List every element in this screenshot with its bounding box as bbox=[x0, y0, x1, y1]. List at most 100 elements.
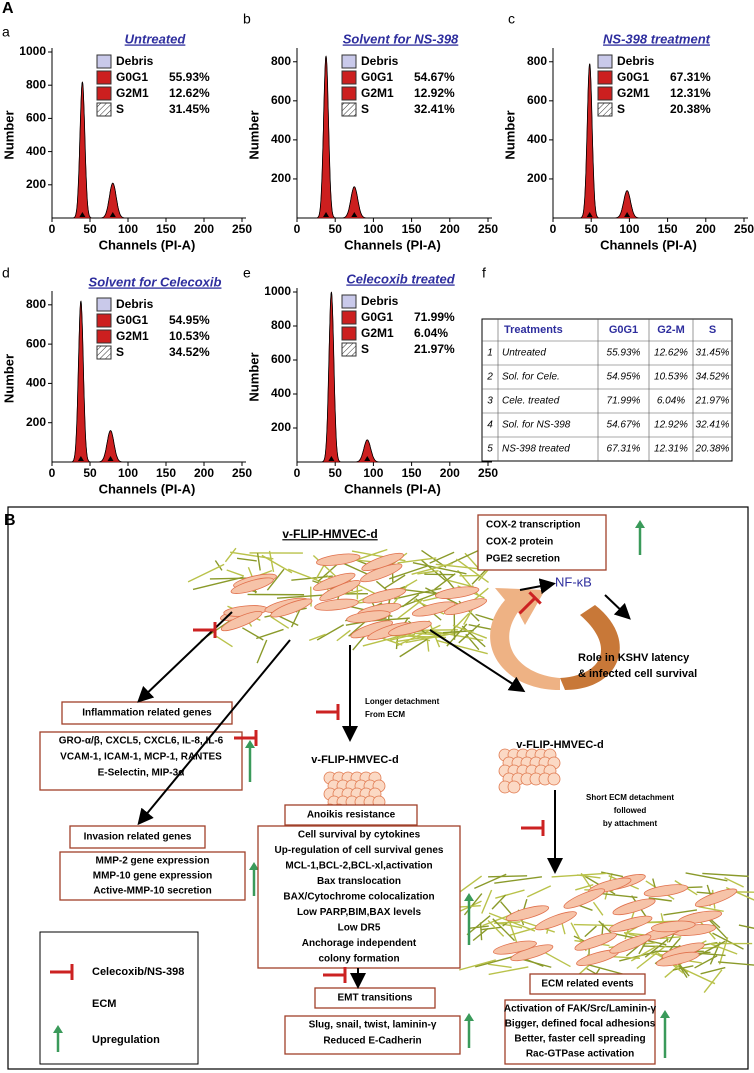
x-tick-label: 100 bbox=[363, 222, 383, 236]
table-cell: 67.31% bbox=[607, 444, 641, 455]
ecm-fiber bbox=[316, 624, 345, 641]
x-tick-label: 250 bbox=[478, 222, 498, 236]
diagram-text: COX-2 protein bbox=[486, 537, 553, 548]
ecm-fiber bbox=[224, 547, 237, 563]
y-tick-label: 800 bbox=[271, 54, 291, 68]
ecm-fiber bbox=[478, 568, 490, 582]
ecm-fiber bbox=[584, 925, 597, 938]
table-cell: 10.53% bbox=[654, 372, 688, 383]
ecm-fiber bbox=[573, 923, 617, 927]
ecm-fiber bbox=[475, 955, 515, 968]
legend-swatch bbox=[597, 86, 613, 101]
x-tick-label: 0 bbox=[294, 222, 301, 236]
inhibitor bbox=[234, 730, 258, 746]
ecm-fiber bbox=[551, 872, 608, 878]
cell bbox=[346, 610, 391, 623]
ecm-fiber bbox=[592, 901, 604, 916]
x-axis-label: Channels (PI-A) bbox=[344, 237, 441, 252]
ecm-fiber bbox=[336, 629, 351, 642]
legend-value: 21.97% bbox=[414, 342, 455, 356]
panel-label: A bbox=[2, 0, 14, 17]
y-tick-label: 200 bbox=[26, 415, 46, 429]
ecm-fiber bbox=[256, 628, 284, 640]
x-tick-label: 50 bbox=[585, 222, 599, 236]
cell bbox=[270, 598, 313, 618]
x-axis-label: Channels (PI-A) bbox=[99, 237, 196, 252]
y-tick-label: 200 bbox=[271, 171, 291, 185]
y-tick-label: 800 bbox=[271, 318, 291, 332]
up-arrow-head bbox=[53, 1025, 63, 1033]
ecm-fiber bbox=[724, 877, 744, 888]
ecm-fiber bbox=[458, 623, 481, 644]
diagram-text: COX-2 transcription bbox=[486, 520, 580, 531]
ecm-fiber bbox=[412, 562, 467, 575]
peak bbox=[579, 63, 600, 219]
ecm-fiber bbox=[488, 966, 529, 976]
legend-swatch bbox=[96, 329, 112, 344]
legend-swatch bbox=[597, 102, 613, 117]
ecm-fiber bbox=[399, 638, 428, 658]
y-tick-label: 400 bbox=[26, 144, 46, 158]
peak-arrow bbox=[77, 456, 84, 461]
diagram-text: Reduced E-Cadherin bbox=[323, 1036, 421, 1047]
box-title: Anoikis resistance bbox=[307, 810, 396, 821]
ecm-fiber bbox=[463, 893, 483, 916]
ecm-fiber bbox=[384, 574, 406, 589]
panel-label: B bbox=[4, 512, 16, 529]
ecm-fiber bbox=[396, 591, 440, 609]
cell bbox=[505, 905, 550, 922]
ecm-fiber bbox=[480, 926, 502, 931]
x-tick-label: 100 bbox=[619, 222, 639, 236]
up-arrow-head bbox=[660, 1010, 670, 1018]
histogram-outline bbox=[298, 291, 473, 463]
ecm-fiber bbox=[433, 630, 484, 642]
ecm-fiber bbox=[712, 932, 744, 950]
y-tick-label: 1000 bbox=[264, 284, 291, 298]
panel-letter: a bbox=[2, 24, 10, 40]
chart-title: Solvent for Celecoxib bbox=[89, 274, 222, 289]
inhibitor-stem bbox=[518, 596, 537, 615]
legend-value: 32.41% bbox=[414, 102, 455, 116]
table-frame bbox=[481, 318, 733, 462]
x-tick-label: 150 bbox=[156, 466, 176, 480]
diagram-text: Low PARP,BIM,BAX levels bbox=[297, 907, 422, 918]
x-tick-label: 250 bbox=[232, 222, 252, 236]
ecm-fiber bbox=[270, 616, 290, 629]
y-tick-label: 200 bbox=[527, 171, 547, 185]
table-cell: 2 bbox=[486, 372, 493, 383]
ecm-fiber bbox=[540, 949, 571, 968]
cell bbox=[609, 915, 653, 932]
legend-value: 10.53% bbox=[169, 329, 210, 343]
box-frame bbox=[284, 1015, 461, 1055]
legend-value: 12.92% bbox=[414, 86, 455, 100]
cell bbox=[230, 577, 274, 594]
ecm-fiber bbox=[415, 630, 447, 635]
arrow bbox=[604, 594, 631, 620]
ecm-fiber bbox=[230, 551, 274, 560]
diagram-text: From ECM bbox=[365, 710, 405, 719]
ecm-fiber bbox=[685, 872, 728, 882]
ecm-fiber bbox=[466, 915, 491, 936]
x-tick-label: 50 bbox=[83, 222, 97, 236]
diagram-text: Rac-GTPase activation bbox=[526, 1049, 634, 1060]
box-title-frame bbox=[69, 825, 206, 849]
ecm-fiber bbox=[214, 634, 233, 648]
cell bbox=[612, 898, 656, 916]
cell bbox=[694, 888, 738, 907]
legend-label: ECM bbox=[92, 998, 116, 1010]
legend-swatch bbox=[341, 102, 357, 117]
cell bbox=[444, 598, 488, 616]
cell bbox=[220, 610, 263, 632]
legend-value: 54.67% bbox=[414, 70, 455, 84]
x-axis-label: Channels (PI-A) bbox=[99, 481, 196, 496]
up-arrow-head bbox=[245, 740, 255, 748]
ecm-fiber bbox=[445, 578, 474, 588]
legend-swatch bbox=[96, 313, 112, 328]
ecm-fiber bbox=[648, 897, 672, 902]
ecm-fiber bbox=[317, 563, 339, 583]
box-title-frame bbox=[529, 973, 646, 995]
inhibitor bbox=[323, 967, 347, 983]
ecm-fiber bbox=[709, 941, 721, 965]
